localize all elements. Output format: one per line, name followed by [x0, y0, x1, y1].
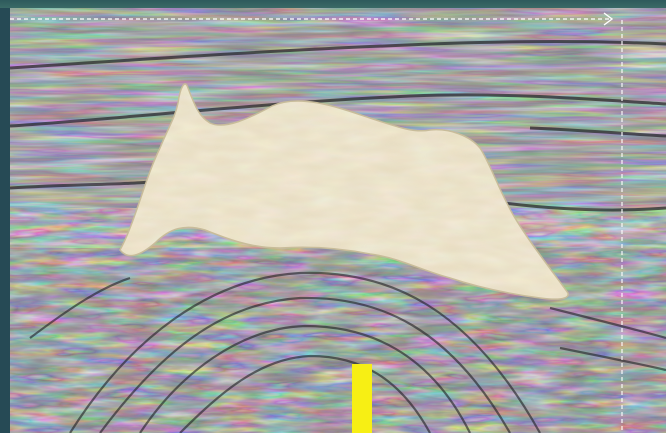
- salt-outline: [119, 83, 569, 300]
- seismic-section: [10, 8, 666, 433]
- well-marker: [352, 364, 372, 433]
- seismic-svg: [10, 8, 666, 433]
- chevron-right-icon: [603, 12, 614, 26]
- dome-reflections: [29, 271, 666, 433]
- top-strip: [0, 0, 666, 8]
